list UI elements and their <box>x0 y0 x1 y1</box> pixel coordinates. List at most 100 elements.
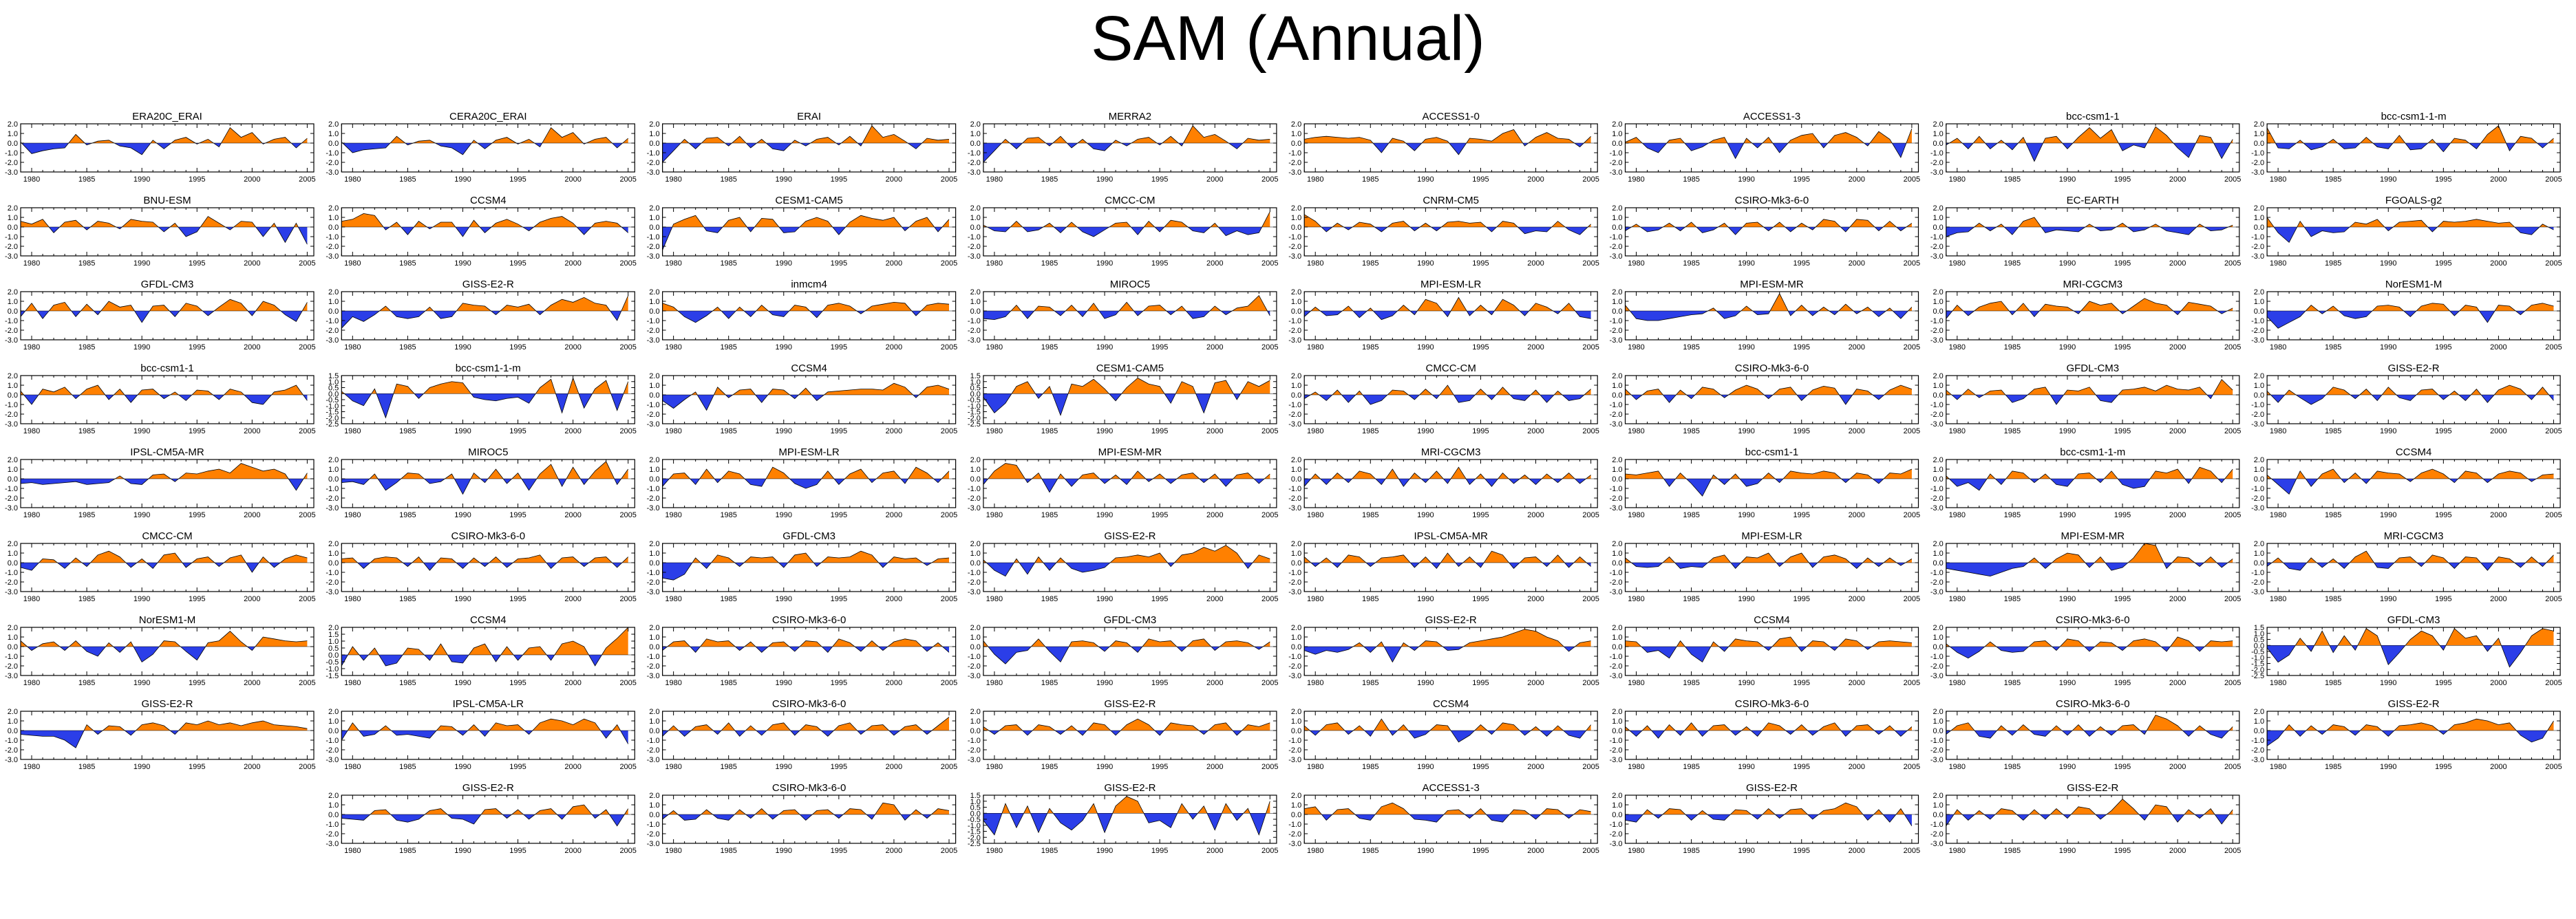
negative-area <box>1562 395 1584 401</box>
y-tick-label: 2.0 <box>328 456 339 464</box>
negative-area <box>1696 227 1718 233</box>
y-tick-label: -1.0 <box>968 149 981 158</box>
x-tick-label: 1990 <box>2380 511 2396 519</box>
positive-area <box>699 469 715 479</box>
x-tick-label: 2000 <box>1527 427 1544 435</box>
positive-area <box>90 551 126 563</box>
positive-area <box>1112 140 1122 143</box>
positive-area <box>2150 224 2160 227</box>
y-tick-label: 2.0 <box>1933 120 1944 129</box>
y-tick-label: -1.0 <box>1930 569 1944 577</box>
y-tick-label: -3.0 <box>647 169 660 177</box>
x-tick-label: 1980 <box>1307 427 1323 435</box>
panel-title: MPI-ESM-LR <box>778 446 840 458</box>
negative-area <box>983 393 1012 413</box>
positive-area <box>2116 223 2128 227</box>
positive-area <box>1788 133 1820 143</box>
negative-area <box>2195 563 2204 567</box>
negative-area <box>2216 563 2228 567</box>
y-tick-label: 1.0 <box>649 298 659 306</box>
x-tick-label: 1995 <box>2114 427 2131 435</box>
negative-area <box>778 563 788 567</box>
negative-area <box>1686 395 1695 399</box>
negative-area <box>1410 563 1420 567</box>
y-tick-label: -3.0 <box>1930 169 1944 177</box>
positive-area <box>1375 554 1411 563</box>
y-tick-label: 1.0 <box>2254 298 2264 306</box>
positive-area <box>876 471 901 479</box>
positive-area <box>2414 469 2450 479</box>
negative-area <box>2306 479 2319 487</box>
x-tick-label: 2005 <box>619 175 636 184</box>
y-tick-label: 1.0 <box>1933 298 1944 306</box>
y-tick-label: 1.0 <box>970 378 981 387</box>
x-tick-label: 1980 <box>665 595 681 603</box>
x-tick-label: 1985 <box>1041 175 1058 184</box>
series-line <box>983 378 1270 416</box>
plot-frame <box>661 459 957 508</box>
positive-area <box>445 474 455 479</box>
x-tick-label: 1985 <box>399 427 416 435</box>
y-tick-label: 0.0 <box>8 391 18 400</box>
panel-title: bcc-csm1-1-m <box>2381 111 2447 122</box>
x-tick-label: 1990 <box>1738 595 1754 603</box>
panel-title: ACCESS1-3 <box>1743 111 1800 122</box>
plot-frame <box>1946 459 2240 508</box>
negative-area <box>105 395 114 400</box>
positive-area <box>469 644 492 655</box>
negative-area <box>359 655 369 660</box>
positive-area <box>1773 222 1785 227</box>
negative-area <box>2537 143 2548 148</box>
positive-area <box>125 642 134 647</box>
series-line <box>341 461 629 495</box>
negative-area <box>1077 311 1087 317</box>
negative-area <box>1319 395 1332 401</box>
x-tick-label: 2000 <box>1527 175 1544 184</box>
positive-area <box>1983 390 2006 395</box>
y-tick-label: -3.0 <box>1610 252 1623 261</box>
negative-area <box>456 563 469 569</box>
positive-area <box>2028 558 2040 563</box>
negative-area <box>558 479 567 487</box>
positive-area <box>744 556 779 563</box>
x-tick-label: 1980 <box>665 427 681 435</box>
y-tick-label: 0.0 <box>1291 391 1301 400</box>
positive-area <box>1320 558 1332 563</box>
positive-area <box>2416 303 2450 311</box>
y-tick-label: 0.0 <box>2254 475 2264 484</box>
positive-area <box>1625 137 1643 143</box>
negative-area <box>1167 563 1175 567</box>
negative-area <box>171 479 179 482</box>
negative-area <box>2538 563 2546 567</box>
positive-area <box>798 388 812 395</box>
plot-frame <box>20 627 315 676</box>
y-tick-label: 2.0 <box>970 540 981 548</box>
x-tick-label: 1990 <box>2380 343 2396 352</box>
y-tick-label: 2.0 <box>328 204 339 213</box>
x-tick-label: 2000 <box>2169 175 2186 184</box>
x-tick-label: 2005 <box>2545 343 2562 352</box>
positive-area <box>1209 306 1222 311</box>
x-tick-label: 1980 <box>665 259 681 268</box>
x-tick-label: 1980 <box>986 427 1003 435</box>
x-tick-label: 2000 <box>564 175 581 184</box>
positive-area <box>1666 138 1685 143</box>
positive-area <box>1441 221 1487 227</box>
positive-area <box>1342 306 1353 311</box>
y-tick-label: 1.0 <box>1933 130 1944 138</box>
negative-area <box>2374 563 2395 569</box>
positive-area <box>412 556 424 563</box>
positive-area <box>69 640 82 647</box>
positive-area <box>1387 221 1410 227</box>
x-tick-label: 2000 <box>886 343 902 352</box>
y-tick-label: -1.0 <box>1930 149 1944 158</box>
negative-area <box>1949 479 1988 490</box>
negative-area <box>1219 479 1233 487</box>
negative-area <box>1962 143 1974 149</box>
positive-area <box>1087 303 1100 311</box>
series-line <box>1625 219 1913 235</box>
x-tick-label: 1990 <box>134 259 150 268</box>
